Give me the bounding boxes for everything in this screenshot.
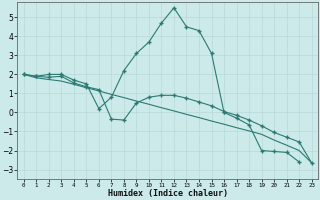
X-axis label: Humidex (Indice chaleur): Humidex (Indice chaleur) — [108, 189, 228, 198]
